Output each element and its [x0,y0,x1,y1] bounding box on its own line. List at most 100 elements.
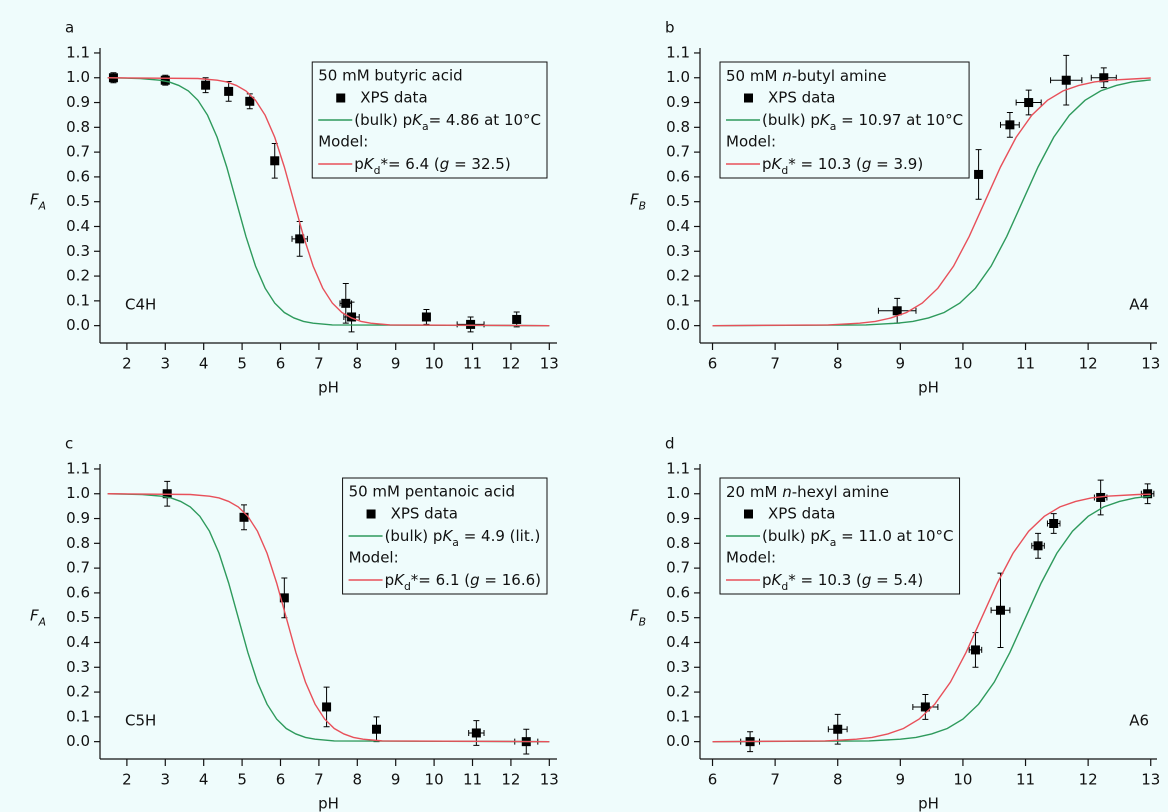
text-part: g [862,155,872,173]
x-tick-label: 4 [199,355,209,373]
data-point [1099,73,1109,83]
legend-marker [744,93,753,103]
data-point [279,593,289,603]
text-part: F [30,190,39,208]
legend-note: Model: [349,549,399,567]
data-point [1049,518,1059,528]
x-tick-label: 10 [953,355,972,373]
legend: 50 mM pentanoic acid XPS data (bulk) pKa =… [342,477,548,595]
text-part: = 11.0 at 10°C [836,527,953,545]
y-tick-label: 0.2 [666,267,690,285]
y-tick-label: 0.2 [66,267,90,285]
y-tick-label: 0.0 [66,732,90,750]
y-tick-label: 0.1 [66,291,90,309]
text-part: = 32.5) [449,155,510,173]
text-part: p [354,155,364,173]
y-axis-label: FA [30,606,46,628]
x-tick-label: 13 [540,355,559,373]
y-tick-label: 0.2 [666,683,690,701]
panel-label: d [665,435,675,453]
text-part: A [38,199,46,212]
y-tick-label: 1.1 [66,459,90,477]
x-tick-label: 5 [237,355,247,373]
x-tick-label: 9 [896,771,906,789]
text-part: = 4.9 (lit.) [459,527,540,545]
text-part: (bulk) p [354,111,412,129]
data-point [974,169,984,179]
x-axis-label: pH [318,379,339,397]
text-part: d [781,580,788,593]
legend-box [719,477,961,595]
legend-title: 20 mM n-hexyl amine [726,483,889,501]
legend-note: Model: [726,549,776,567]
data-point [245,96,255,106]
y-tick-label: 0.4 [666,217,690,235]
text-part: K [412,111,423,129]
panel-annotation: C4H [125,296,156,314]
panel-label: b [665,19,675,37]
curve [107,493,550,743]
x-tick-label: 13 [540,771,559,789]
x-tick-label: 13 [1141,355,1160,373]
curve [712,493,1151,743]
y-tick-label: 1.1 [666,459,690,477]
panel: b 0.0 0.1 0.2 0.3 0.4 0.5 0.6 0.7 0.8 0.9 1.0 1.1 6 7 8… [630,19,1160,397]
y-tick-label: 0.6 [666,583,690,601]
text-part: a [830,536,837,549]
x-tick-label: 4 [199,771,209,789]
text-part: B [639,199,646,212]
legend-label: pKd* = 10.3 (g = 3.9) [762,155,923,177]
legend-label: (bulk) pKa= 4.86 at 10°C [354,111,541,133]
x-tick-label: 5 [237,771,247,789]
panel-label: a [65,19,74,37]
x-tick-label: 8 [353,355,363,373]
y-tick-label: 0.9 [66,509,90,527]
text-part: p [762,155,772,173]
text-part: B [639,615,646,628]
panel-label: c [65,435,73,453]
y-tick-label: 0.7 [666,559,690,577]
y-tick-label: 0.5 [66,192,90,210]
y-tick-label: 0.0 [66,316,90,334]
y-axis-label: FB [630,606,646,628]
panel-annotation: A4 [1129,296,1149,314]
text-part: 50 mM [726,67,782,85]
data-point [970,645,980,655]
text-part: F [630,190,639,208]
text-part: F [30,606,39,624]
legend-label: XPS data [768,89,835,107]
y-tick-label: 1.1 [66,43,90,61]
x-tick-label: 10 [953,771,972,789]
legend-label: XPS data [391,505,458,523]
x-tick-label: 3 [161,771,171,789]
text-part: * = 10.3 ( [788,155,862,173]
data-point [239,512,249,522]
legend-note: Model: [726,133,776,151]
y-tick-label: 0.4 [66,217,90,235]
y-tick-label: 0.6 [66,583,90,601]
legend-label: XPS data [360,89,427,107]
x-tick-label: 7 [770,355,780,373]
panel: c 0.0 0.1 0.2 0.3 0.4 0.5 0.6 0.7 0.8 0.9 1.0 1.1 2 3 4… [30,435,559,812]
y-tick-label: 1.0 [66,68,90,86]
panel: a 0.0 0.1 0.2 0.3 0.4 0.5 0.6 0.7 0.8 0.9 1.0 1.1 2 3 4… [30,19,559,397]
legend-label: (bulk) pKa = 4.9 (lit.) [385,527,541,549]
text-part: A [38,615,46,628]
text-part: 20 mM [726,483,782,501]
legend-label: XPS data [768,505,835,523]
legend-title: 50 mM pentanoic acid [349,483,516,501]
text-part: g [440,155,450,173]
data-point [270,156,280,166]
y-tick-label: 0.8 [66,118,90,136]
text-part: p [385,571,395,589]
x-tick-label: 6 [276,771,286,789]
data-point [372,724,382,734]
text-part: = 4.86 at 10°C [429,111,541,129]
legend-box [342,477,548,595]
text-part: a [452,536,459,549]
x-tick-label: 6 [276,355,286,373]
y-tick-label: 0.0 [666,316,690,334]
data-point [920,702,930,712]
x-tick-label: 12 [501,355,520,373]
legend-label: (bulk) pKa = 10.97 at 10°C [762,111,963,133]
